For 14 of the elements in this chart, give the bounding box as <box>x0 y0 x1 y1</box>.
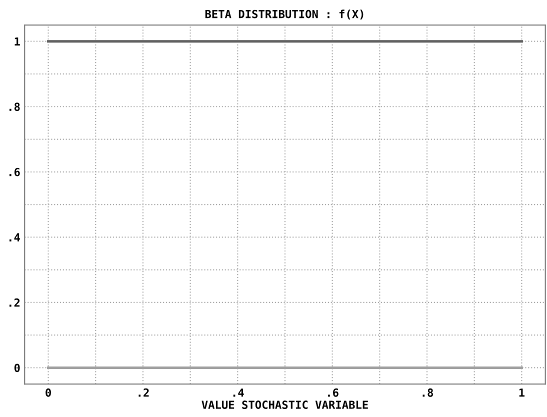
x-tick-label: .4 <box>233 388 244 397</box>
y-tick-label: .2 <box>10 298 20 307</box>
y-tick-label: .8 <box>10 102 20 111</box>
x-axis-title: VALUE STOCHASTIC VARIABLE <box>202 400 368 409</box>
y-tick-label: .6 <box>10 168 20 176</box>
x-tick-label: .6 <box>328 388 338 397</box>
y-tick-label: .4 <box>10 233 20 242</box>
x-tick-label: .2 <box>138 388 149 397</box>
x-tick-label: .8 <box>422 388 433 397</box>
x-tick-label: 0 <box>46 388 51 397</box>
chart-title: BETA DISTRIBUTION : f(X) <box>205 10 364 20</box>
y-tick-label: 1 <box>14 37 20 46</box>
y-tick-label: 0 <box>14 364 20 372</box>
x-tick-label: 1 <box>519 388 524 397</box>
